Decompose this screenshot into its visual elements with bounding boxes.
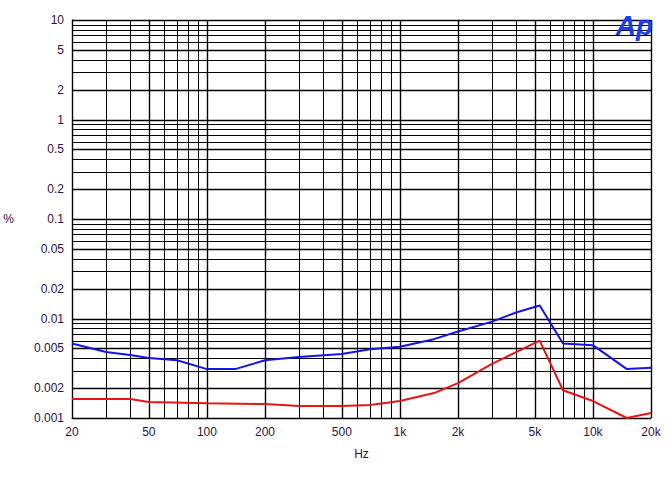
svg-text:%: % — [3, 212, 14, 226]
svg-text:500: 500 — [332, 425, 352, 439]
svg-text:0.1: 0.1 — [47, 212, 64, 226]
svg-text:0.5: 0.5 — [47, 142, 64, 156]
svg-text:Ap: Ap — [615, 10, 653, 41]
svg-text:5k: 5k — [528, 425, 542, 439]
svg-text:20: 20 — [65, 425, 79, 439]
svg-text:0.002: 0.002 — [34, 381, 64, 395]
svg-text:100: 100 — [197, 425, 217, 439]
svg-text:0.005: 0.005 — [34, 341, 64, 355]
svg-text:10: 10 — [51, 13, 65, 27]
svg-text:20k: 20k — [641, 425, 661, 439]
svg-text:Hz: Hz — [354, 447, 369, 461]
svg-text:50: 50 — [142, 425, 156, 439]
svg-text:0.02: 0.02 — [41, 282, 65, 296]
svg-text:200: 200 — [255, 425, 275, 439]
svg-text:10k: 10k — [583, 425, 603, 439]
svg-text:0.001: 0.001 — [34, 411, 64, 425]
svg-text:5: 5 — [57, 43, 64, 57]
svg-text:2: 2 — [57, 83, 64, 97]
svg-text:1: 1 — [57, 113, 64, 127]
svg-text:0.2: 0.2 — [47, 182, 64, 196]
svg-text:1k: 1k — [394, 425, 408, 439]
svg-text:0.01: 0.01 — [41, 312, 65, 326]
svg-text:0.05: 0.05 — [41, 242, 65, 256]
svg-text:2k: 2k — [452, 425, 466, 439]
